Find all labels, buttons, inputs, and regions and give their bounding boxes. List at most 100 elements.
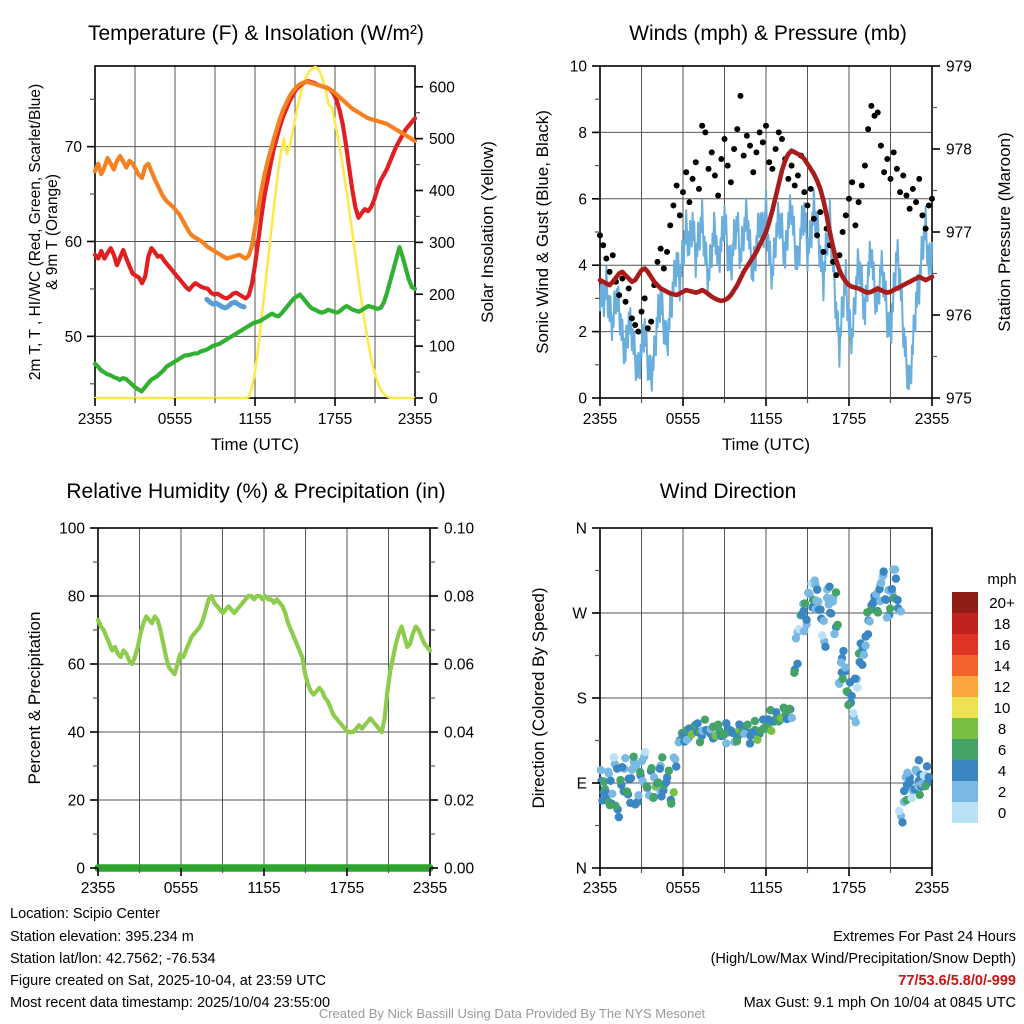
direction-point — [924, 772, 933, 782]
axis-text: 2355 — [915, 411, 949, 428]
direction-point — [810, 576, 819, 585]
extremes-title: Extremes For Past 24 Hours — [833, 929, 1016, 945]
direction-point — [631, 800, 640, 809]
gust-point — [772, 146, 779, 152]
axis-text: N — [576, 521, 587, 538]
direction-point — [865, 617, 874, 626]
y-axis-title-line2: & 9m T (Orange) — [44, 174, 61, 290]
direction-point — [635, 767, 645, 777]
axis-text: 2355 — [583, 411, 617, 428]
axis-text: 1755 — [318, 411, 352, 428]
direction-point — [616, 775, 625, 785]
axis-text: 978 — [946, 142, 972, 159]
axis-text: 1155 — [247, 880, 280, 897]
gust-point — [664, 248, 671, 255]
direction-point — [596, 766, 606, 775]
gust-point — [913, 199, 920, 206]
axis-text: 600 — [429, 79, 455, 96]
direction-point — [726, 726, 736, 735]
direction-point — [657, 792, 666, 801]
direction-point — [895, 806, 904, 816]
axis-text: 8 — [578, 125, 587, 142]
gust-point — [641, 295, 648, 302]
colorbar-label: 12 — [994, 679, 1011, 696]
axis-text: S — [577, 691, 587, 708]
direction-point — [748, 728, 757, 737]
gust-point — [737, 92, 744, 99]
gust-point — [807, 185, 814, 192]
data-series — [597, 148, 935, 304]
data-series — [204, 296, 247, 311]
axis-text: 2355 — [583, 880, 617, 897]
colorbar-label: 4 — [998, 763, 1006, 780]
data-series — [95, 593, 433, 735]
chart-winds-pressure: 0 2 4 6 8 10 975 976 977 978 979 2355 0555 1155 1755 23… — [533, 59, 1014, 455]
gust-point — [683, 169, 690, 176]
direction-point — [647, 764, 656, 773]
direction-point — [853, 683, 862, 692]
data-series — [92, 79, 418, 301]
colorbar-label: 0 — [998, 805, 1006, 822]
gust-point — [689, 175, 696, 182]
direction-point — [753, 735, 762, 744]
direction-point — [817, 631, 827, 640]
gust-point — [753, 149, 760, 156]
direction-point — [825, 582, 834, 591]
colorbar-label: 20+ — [989, 595, 1015, 612]
data-series — [92, 80, 418, 261]
axis-text: 2355 — [398, 411, 432, 428]
direction-point — [828, 597, 838, 606]
gust-point — [680, 189, 686, 196]
axis-text: 0555 — [666, 411, 700, 428]
gust-point — [836, 252, 843, 259]
direction-point — [640, 747, 650, 757]
direction-point — [838, 674, 847, 684]
gust-point — [833, 272, 840, 279]
gust-point — [865, 126, 872, 133]
gust-point — [890, 149, 897, 156]
direction-point — [722, 719, 731, 728]
gust-point — [903, 192, 910, 199]
direction-point — [695, 737, 705, 747]
direction-point — [700, 715, 710, 724]
direction-point — [921, 781, 930, 791]
gust-point — [849, 179, 856, 186]
colorbar: mph 20+ 18 16 14 12 10 8 6 4 2 0 — [952, 571, 1017, 823]
direction-point — [693, 719, 702, 728]
gust-point — [740, 152, 747, 159]
colorbar-swatch — [952, 655, 978, 676]
gust-point — [660, 265, 667, 272]
gust-point — [625, 285, 632, 292]
direction-point — [655, 764, 665, 773]
gust-point — [909, 185, 916, 192]
colorbar-label: 16 — [994, 637, 1011, 654]
direction-point — [840, 663, 850, 672]
gust-point — [929, 195, 935, 202]
axis-text: 0.04 — [444, 725, 475, 742]
direction-point — [882, 613, 892, 622]
axis-text: N — [576, 861, 587, 878]
direction-point — [735, 720, 744, 729]
direction-point — [624, 774, 633, 783]
gust-point — [750, 169, 757, 176]
y-axis-title: Direction (Colored By Speed) — [529, 587, 548, 808]
gust-point — [916, 175, 923, 182]
gust-point — [654, 258, 661, 265]
direction-point — [785, 704, 794, 714]
direction-point — [914, 756, 924, 765]
axis-text: 300 — [429, 235, 455, 252]
direction-point — [662, 777, 671, 787]
axis-text: 70 — [65, 139, 83, 156]
axis-text: 1155 — [749, 880, 782, 897]
direction-point — [831, 588, 841, 597]
direction-point — [907, 794, 916, 803]
y-axis-title: 2m T, T , HI/WC (Red, Green, Scarlet/Blu… — [27, 84, 61, 380]
direction-point — [868, 599, 878, 608]
direction-point — [804, 588, 813, 597]
direction-point — [621, 753, 630, 763]
gust-point — [609, 252, 616, 259]
chart-wind-direction: N E S W N 2355 0555 1155 1755 2355 Direction (Colo… — [529, 521, 1017, 898]
direction-point — [915, 790, 924, 800]
gust-point — [756, 129, 763, 136]
gust-point — [846, 195, 852, 202]
